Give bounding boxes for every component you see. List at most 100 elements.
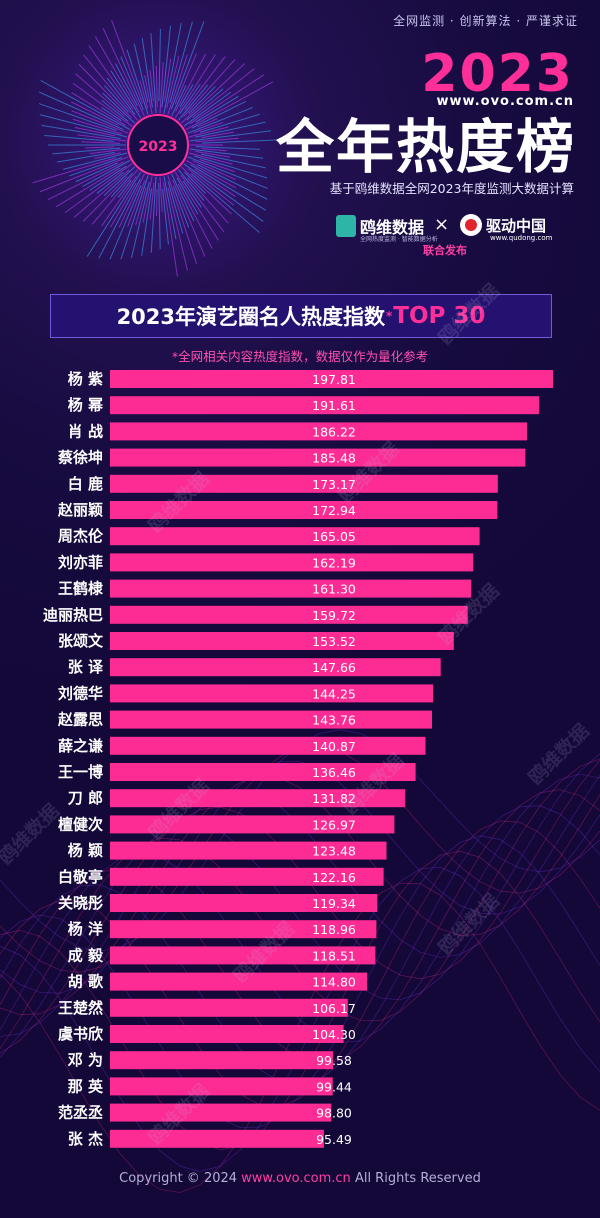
burst-ray: [188, 152, 233, 165]
burst-ray: [189, 130, 272, 142]
burst-ray: [187, 156, 268, 189]
burst-ray: [117, 179, 132, 198]
burst-ray: [187, 106, 254, 134]
bar: [110, 370, 553, 388]
burst-ray: [185, 81, 274, 131]
ouwei-logo-icon: [336, 215, 356, 237]
bar: [110, 658, 441, 677]
burst-ray: [118, 173, 145, 228]
bar: [110, 632, 454, 650]
burst-ray: [127, 180, 146, 227]
burst-ray: [194, 155, 268, 179]
bar: [110, 684, 434, 703]
burst-ray: [178, 169, 205, 201]
category-label: 迪丽热巴: [43, 606, 103, 624]
category-label: 杨 紫: [68, 370, 103, 388]
value-label: 140.87: [312, 739, 356, 754]
burst-ray: [201, 148, 227, 152]
burst-ray: [201, 131, 235, 139]
burst-ray: [71, 110, 129, 134]
burst-ray: [111, 20, 144, 104]
bar: [110, 998, 348, 1017]
value-label: 126.97: [312, 817, 356, 832]
tagline: 全网监测 · 创新算法 · 严谨求证: [393, 14, 578, 28]
value-label: 159.72: [312, 608, 356, 623]
burst-ray: [194, 168, 236, 197]
burst-ray: [180, 63, 246, 124]
burst-ray: [184, 171, 206, 194]
burst-ray: [174, 53, 197, 105]
burst-ray: [197, 118, 218, 128]
category-label: 白敬亭: [58, 868, 103, 886]
value-label: 136.46: [312, 765, 356, 780]
burst-ray: [126, 49, 149, 115]
emblem-year: 2023: [139, 139, 178, 155]
burst-ray: [187, 168, 235, 206]
burst-ray: [101, 175, 137, 227]
burst-ray: [86, 171, 142, 257]
ouwei-brand: 鸥维数据 全网热度监测 · 智能数据分析: [336, 214, 438, 243]
burst-ray: [180, 166, 232, 215]
burst-ray: [187, 177, 229, 224]
burst-ray: [104, 85, 129, 113]
burst-ray: [169, 21, 193, 103]
burst-ray: [171, 173, 195, 222]
burst-ray: [186, 88, 224, 121]
burst-ray: [135, 187, 147, 226]
burst-ray: [189, 148, 264, 159]
burst-ray: [197, 164, 268, 200]
burst-ray: [159, 62, 164, 114]
joint-release-label: 联合发布: [423, 244, 467, 257]
value-label: 118.96: [312, 922, 356, 937]
value-label: 143.76: [312, 713, 356, 728]
value-label: 114.80: [312, 975, 356, 990]
value-label: 144.25: [312, 686, 356, 701]
rights-text: All Rights Reserved: [354, 1171, 481, 1186]
burst-ray: [192, 68, 255, 119]
bar: [110, 946, 376, 965]
burst-ray: [201, 139, 276, 144]
bar: [110, 841, 387, 860]
burst-ray: [144, 75, 153, 114]
value-label: 98.80: [316, 1106, 352, 1121]
value-label: 106.17: [312, 1001, 356, 1016]
burst-ray: [183, 163, 264, 222]
burst-ray: [155, 66, 158, 108]
category-label: 赵露思: [57, 711, 103, 729]
burst-ray: [110, 182, 137, 228]
burst-ray: [75, 162, 119, 183]
burst-ray: [184, 56, 226, 111]
burst-ray: [120, 56, 144, 111]
burst-ray: [71, 92, 126, 126]
burst-ray: [199, 158, 235, 173]
burst-ray: [82, 159, 131, 187]
burst-ray: [156, 188, 158, 216]
burst-ray: [57, 151, 115, 163]
wave-line: [0, 773, 600, 1044]
burst-ray: [142, 176, 153, 223]
value-label: 173.17: [312, 477, 356, 492]
burst-ray: [191, 100, 247, 129]
burst-ray: [195, 95, 239, 123]
burst-ray: [200, 153, 266, 169]
category-label: 杨 颖: [68, 842, 103, 860]
category-label: 王楚然: [58, 999, 103, 1017]
burst-ray: [190, 173, 260, 233]
value-label: 131.82: [312, 791, 356, 806]
burst-ray: [167, 54, 188, 115]
burst-ray: [188, 86, 216, 114]
category-label: 王鹤棣: [58, 580, 103, 598]
category-label: 胡 歌: [68, 973, 104, 991]
value-label: 161.30: [312, 582, 356, 597]
value-label: 162.19: [312, 555, 356, 570]
burst-ray: [193, 121, 224, 133]
bar: [110, 710, 432, 729]
burst-ray: [102, 28, 145, 117]
burst-ray: [141, 38, 153, 108]
burst-ray: [110, 172, 133, 198]
page-title: 全年热度榜: [275, 113, 576, 181]
burst-ray: [179, 84, 194, 108]
burst-ray: [195, 146, 260, 150]
burst-ray: [171, 85, 187, 117]
wave-line: [0, 835, 600, 1129]
